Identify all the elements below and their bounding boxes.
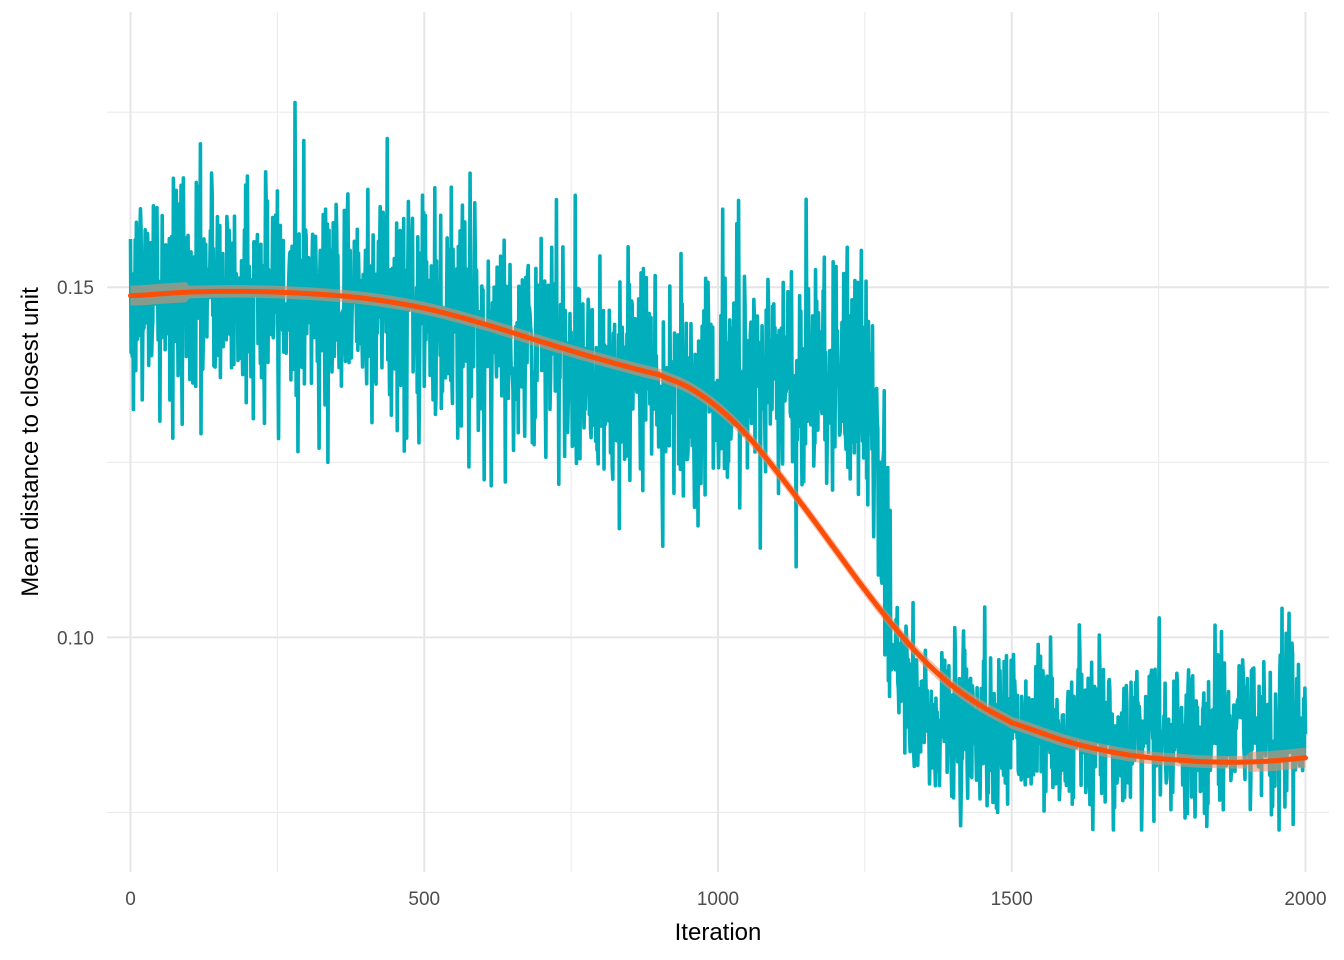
smooth-series-layer — [128, 282, 1308, 773]
x-tick-label: 2000 — [1284, 889, 1326, 910]
x-tick-label: 500 — [408, 889, 440, 910]
x-axis-title: Iteration — [675, 919, 762, 946]
y-tick-label: 0.10 — [57, 628, 94, 649]
raw-series-line — [128, 100, 1308, 832]
x-axis-ticks: 0 500 1000 1500 2000 — [125, 889, 1326, 910]
raw-series-layer — [128, 100, 1308, 832]
x-tick-label: 1000 — [697, 889, 739, 910]
y-axis-title: Mean distance to closest unit — [17, 287, 44, 597]
y-axis-ticks: 0.10 0.15 — [57, 278, 94, 649]
y-tick-label: 0.15 — [57, 278, 94, 299]
x-tick-label: 1500 — [991, 889, 1033, 910]
smooth-series-line — [128, 288, 1308, 765]
x-tick-label: 0 — [125, 889, 136, 910]
